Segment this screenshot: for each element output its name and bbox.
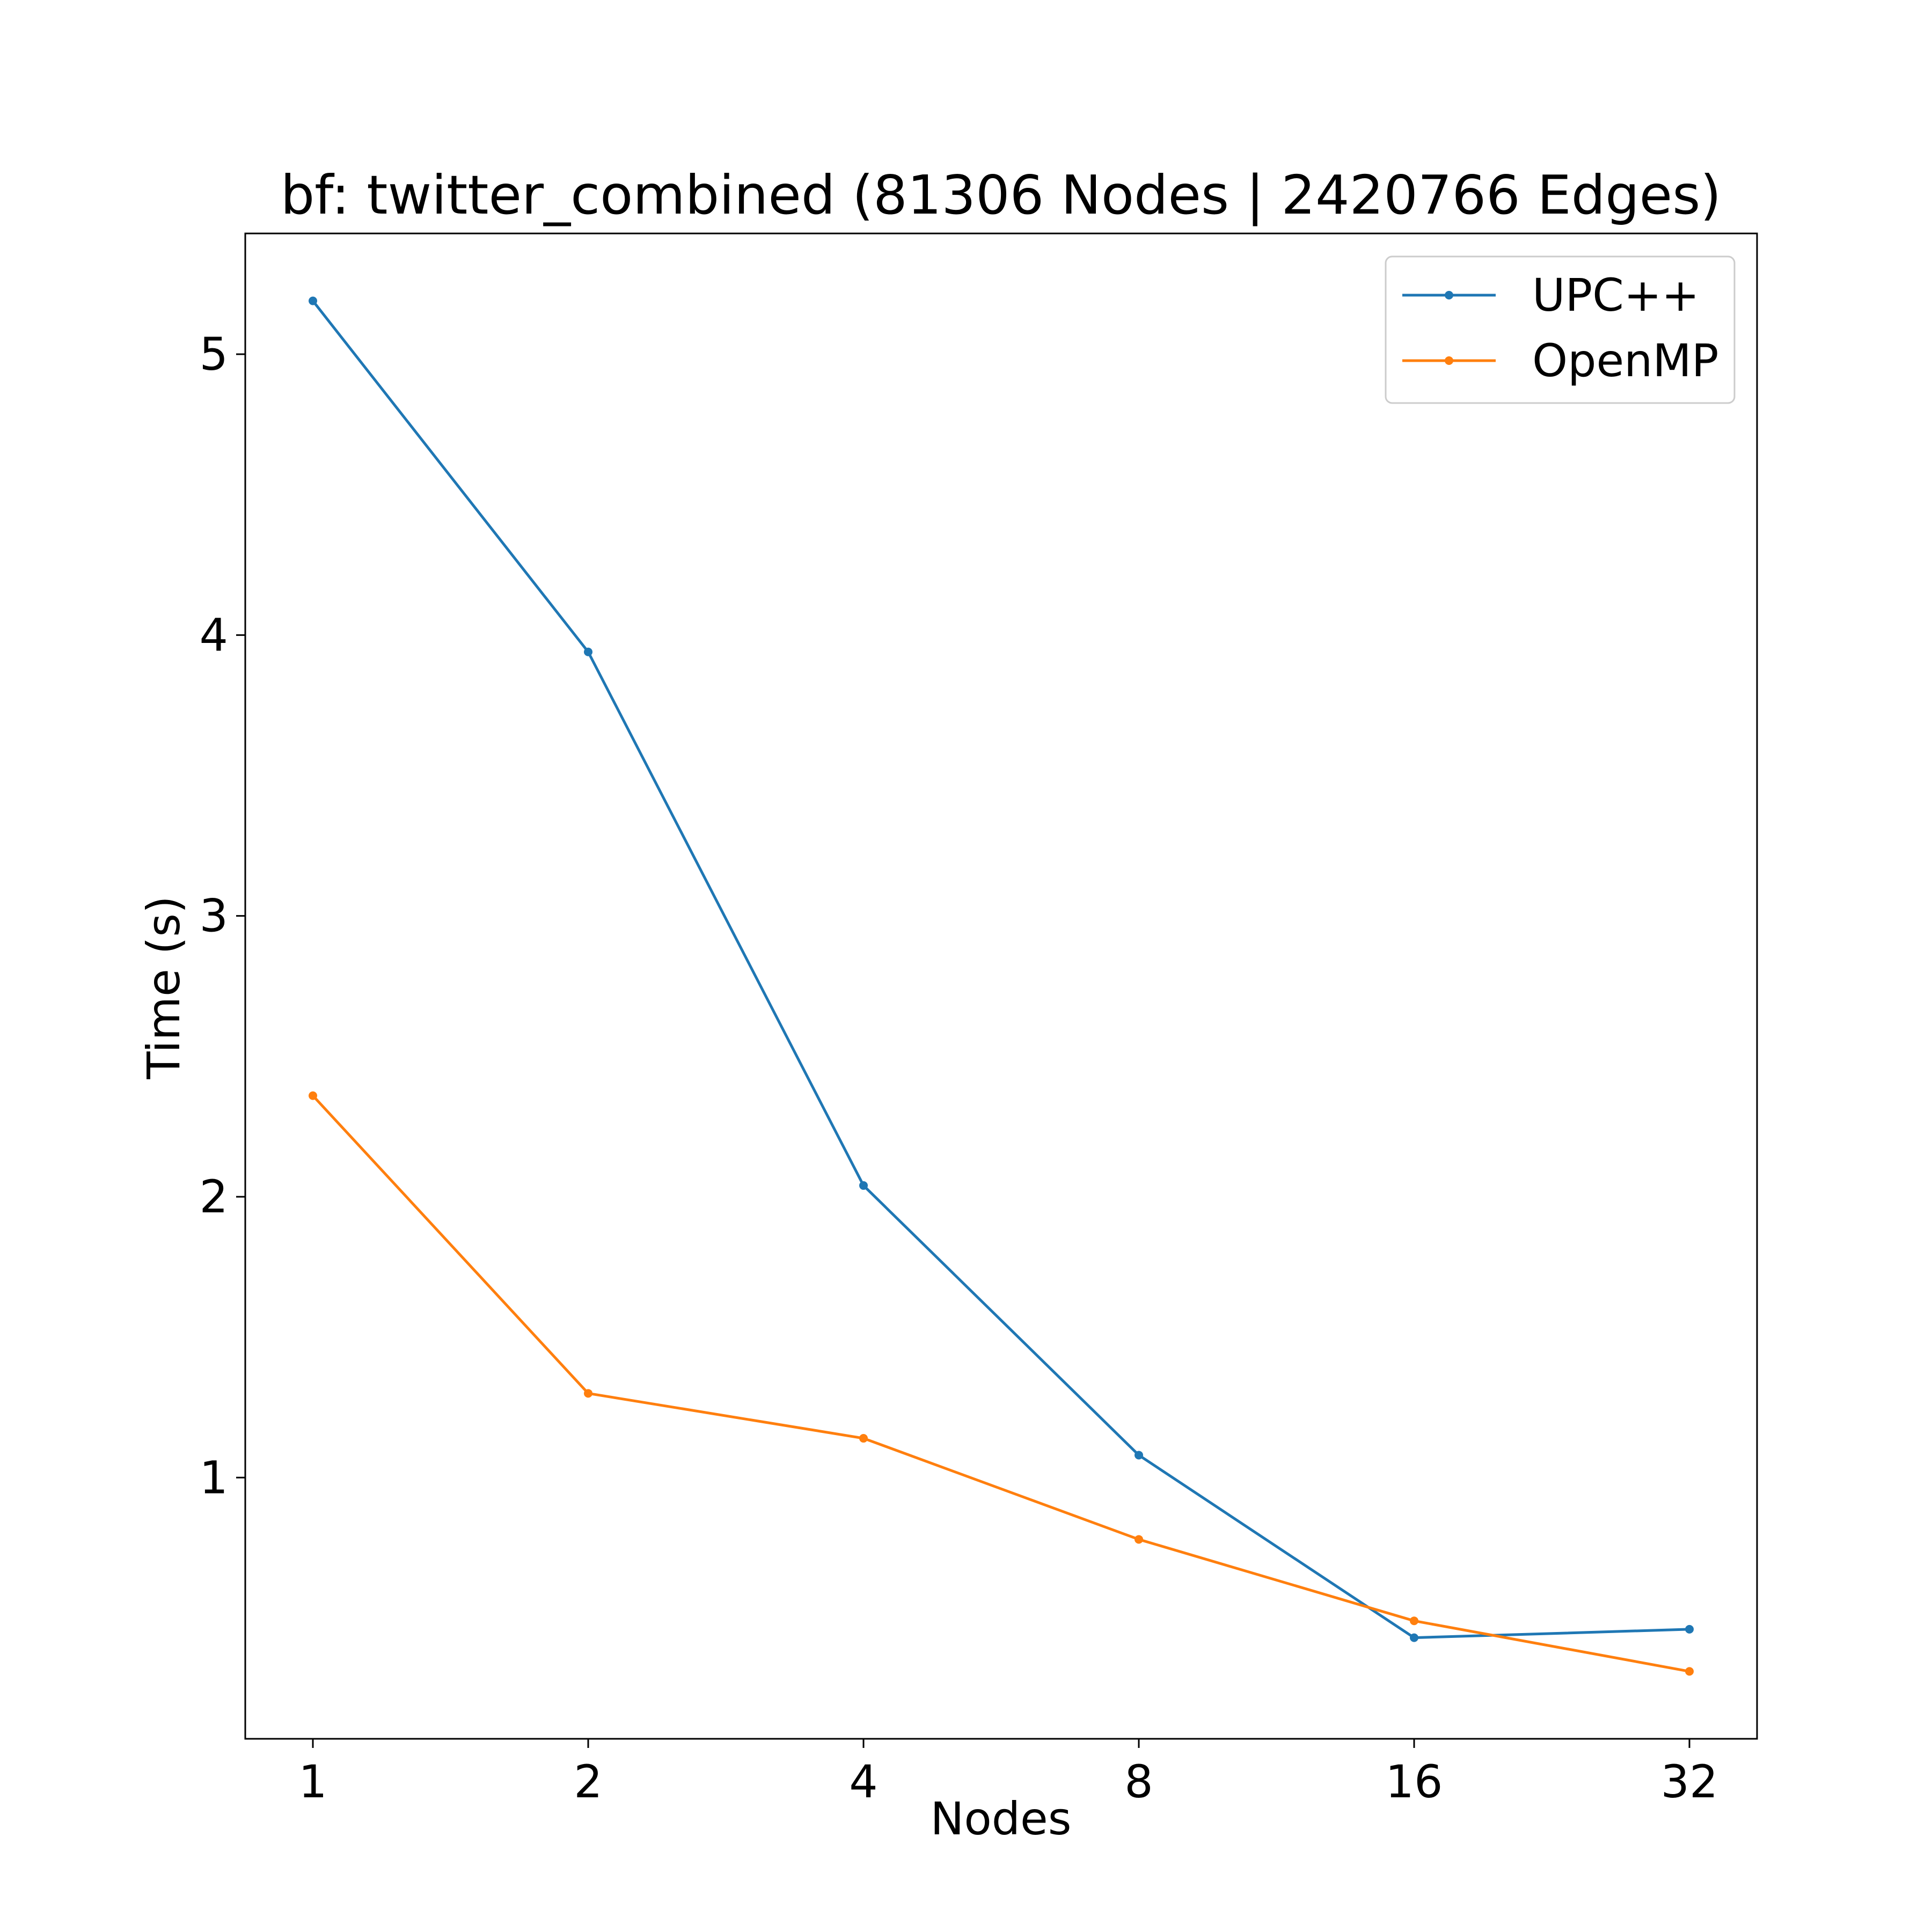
y-tick-label: 4 <box>200 609 228 661</box>
data-point <box>584 647 592 656</box>
data-point <box>584 1389 592 1398</box>
y-tick-label: 5 <box>200 328 228 380</box>
x-axis-label: Nodes <box>931 1792 1072 1845</box>
y-tick-label: 1 <box>200 1451 228 1504</box>
series-layer <box>309 296 1694 1676</box>
y-axis-label: Time (s) <box>137 896 190 1080</box>
y-axis: 1 2 3 4 5 <box>200 328 245 1504</box>
legend-marker <box>1445 291 1453 299</box>
data-point <box>309 296 317 305</box>
x-tick-label: 32 <box>1661 1755 1718 1808</box>
chart-title: bf: twitter_combined (81306 Nodes | 2420… <box>281 164 1722 226</box>
data-point <box>1135 1451 1143 1460</box>
data-point <box>1685 1624 1694 1634</box>
data-point <box>1685 1667 1694 1676</box>
y-tick-label: 2 <box>200 1170 228 1223</box>
x-tick-label: 1 <box>298 1755 327 1808</box>
plot-area-frame <box>244 232 1758 1740</box>
data-point <box>1135 1535 1143 1544</box>
data-point <box>859 1434 868 1443</box>
x-tick-label: 2 <box>574 1755 602 1808</box>
data-point <box>1410 1616 1418 1626</box>
x-tick-label: 4 <box>849 1755 877 1808</box>
series-line <box>312 300 1690 1640</box>
legend: UPC++ OpenMP <box>1385 255 1736 404</box>
x-tick-label: 8 <box>1124 1755 1153 1808</box>
legend-marker <box>1445 356 1453 365</box>
legend-box <box>1385 255 1736 404</box>
series-openmp <box>309 1091 1694 1676</box>
data-point <box>1410 1633 1418 1642</box>
legend-label: UPC++ <box>1532 269 1700 321</box>
x-tick-label: 16 <box>1386 1755 1443 1808</box>
x-axis: 1 2 4 8 16 32 <box>298 1739 1718 1808</box>
data-point <box>859 1181 868 1190</box>
y-tick-label: 3 <box>200 890 228 942</box>
series-upc- <box>309 296 1694 1642</box>
legend-label: OpenMP <box>1532 334 1718 387</box>
data-point <box>309 1091 317 1100</box>
series-line <box>312 1094 1690 1673</box>
